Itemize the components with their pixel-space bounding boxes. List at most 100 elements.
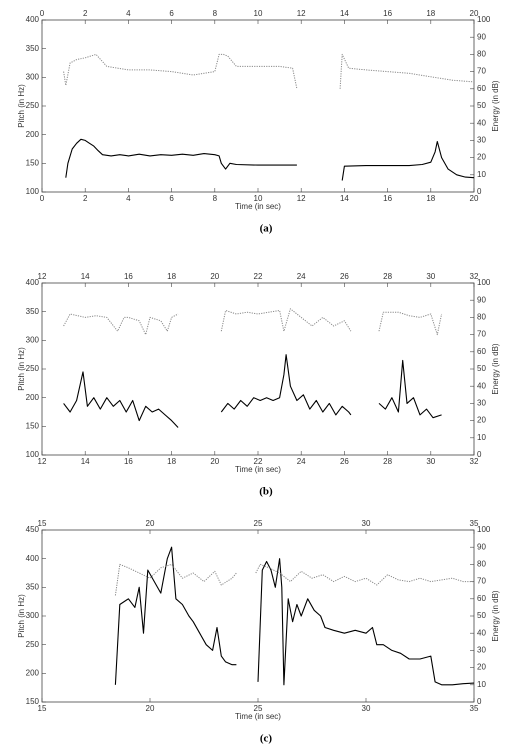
x-tick-label: 0 — [40, 194, 45, 203]
x-tick-label-top: 2 — [83, 9, 88, 18]
y2-tick-label: 60 — [477, 347, 486, 356]
x-tick-label: 35 — [470, 704, 479, 713]
data-line — [63, 354, 442, 428]
y-tick-label: 250 — [26, 364, 40, 373]
y-tick-label: 250 — [26, 640, 40, 649]
x-tick-label-top: 26 — [340, 272, 349, 281]
y2-tick-label: 70 — [477, 577, 486, 586]
y2-tick-label: 80 — [477, 50, 486, 59]
x-tick-label-top: 10 — [254, 9, 263, 18]
x-tick-label: 32 — [470, 457, 479, 466]
y2-tick-label: 90 — [477, 542, 486, 551]
x-tick-label: 2 — [83, 194, 88, 203]
x-tick-label-top: 28 — [383, 272, 392, 281]
x-tick-label: 12 — [297, 194, 306, 203]
y2-tick-label: 20 — [477, 153, 486, 162]
x-tick-label: 16 — [124, 457, 133, 466]
x-tick-label: 4 — [126, 194, 131, 203]
x-tick-label: 16 — [383, 194, 392, 203]
y-tick-label: 150 — [26, 421, 40, 430]
y2-tick-label: 30 — [477, 136, 486, 145]
x-tick-label: 20 — [146, 704, 155, 713]
y2-tick-label: 10 — [477, 680, 486, 689]
y2-tick-label: 0 — [477, 697, 482, 706]
x-tick-label-top: 24 — [297, 272, 306, 281]
y-tick-label: 300 — [26, 72, 40, 81]
x-tick-label-top: 22 — [254, 272, 263, 281]
plot-frame — [41, 19, 475, 193]
y2-tick-label: 80 — [477, 313, 486, 322]
x-tick-label-top: 32 — [470, 272, 479, 281]
x-tick-label: 12 — [38, 457, 47, 466]
y2-tick-label: 100 — [477, 525, 491, 534]
y-axis-label: Pitch (in Hz) — [17, 347, 26, 391]
y2-tick-label: 60 — [477, 594, 486, 603]
y-tick-label: 100 — [26, 450, 40, 459]
y2-tick-label: 20 — [477, 663, 486, 672]
y-tick-label: 350 — [26, 307, 40, 316]
y-tick-label: 300 — [26, 611, 40, 620]
x-tick-label: 8 — [213, 194, 218, 203]
y2-tick-label: 90 — [477, 32, 486, 41]
y2-tick-label: 70 — [477, 330, 486, 339]
y-tick-label: 200 — [26, 393, 40, 402]
y-axis-label: Pitch (in Hz) — [17, 84, 26, 128]
caption: (c) — [260, 733, 273, 745]
x-tick-label-top: 0 — [40, 9, 45, 18]
y2-tick-label: 0 — [477, 187, 482, 196]
data-line — [65, 138, 475, 181]
y2-tick-label: 50 — [477, 611, 486, 620]
y-tick-label: 350 — [26, 44, 40, 53]
y2-axis-label: Energy (in dB) — [491, 343, 500, 394]
x-tick-label: 30 — [426, 457, 435, 466]
x-tick-label-top: 30 — [426, 272, 435, 281]
data-line — [63, 308, 443, 336]
y2-tick-label: 50 — [477, 101, 486, 110]
y-tick-label: 250 — [26, 101, 40, 110]
x-tick-label: 15 — [38, 704, 47, 713]
y-tick-label: 100 — [26, 187, 40, 196]
x-tick-label-top: 25 — [254, 519, 263, 528]
x-tick-label: 10 — [254, 194, 263, 203]
x-axis-label: Time (in sec) — [235, 202, 281, 211]
x-tick-label-top: 12 — [38, 272, 47, 281]
x-tick-label: 24 — [297, 457, 306, 466]
y2-tick-label: 40 — [477, 118, 486, 127]
y-tick-label: 150 — [26, 158, 40, 167]
y2-tick-label: 90 — [477, 295, 486, 304]
y2-tick-label: 50 — [477, 364, 486, 373]
x-tick-label: 22 — [254, 457, 263, 466]
y-tick-label: 200 — [26, 130, 40, 139]
x-tick-label-top: 30 — [362, 519, 371, 528]
caption: (b) — [259, 486, 273, 498]
x-tick-label-top: 20 — [470, 9, 479, 18]
x-tick-label-top: 16 — [124, 272, 133, 281]
y2-axis-label: Energy (in dB) — [491, 80, 500, 131]
x-tick-label-top: 18 — [426, 9, 435, 18]
plot-frame — [41, 282, 475, 456]
x-tick-label-top: 8 — [213, 9, 218, 18]
y-tick-label: 400 — [26, 554, 40, 563]
y-tick-label: 400 — [26, 15, 40, 24]
x-tick-label-top: 20 — [146, 519, 155, 528]
x-tick-label-top: 20 — [210, 272, 219, 281]
y2-tick-label: 70 — [477, 67, 486, 76]
x-tick-label-top: 14 — [340, 9, 349, 18]
x-tick-label-top: 4 — [126, 9, 131, 18]
x-tick-label-top: 12 — [297, 9, 306, 18]
x-tick-label: 20 — [470, 194, 479, 203]
y-tick-label: 400 — [26, 278, 40, 287]
data-line — [114, 563, 474, 596]
x-axis-label: Time (in sec) — [235, 712, 281, 721]
y2-tick-label: 0 — [477, 450, 482, 459]
x-tick-label: 6 — [169, 194, 174, 203]
x-tick-label-top: 15 — [38, 519, 47, 528]
y-tick-label: 450 — [26, 525, 40, 534]
x-tick-label: 18 — [426, 194, 435, 203]
y2-tick-label: 40 — [477, 381, 486, 390]
x-tick-label: 14 — [340, 194, 349, 203]
y-tick-label: 350 — [26, 582, 40, 591]
x-tick-label: 14 — [81, 457, 90, 466]
data-line — [63, 53, 475, 89]
